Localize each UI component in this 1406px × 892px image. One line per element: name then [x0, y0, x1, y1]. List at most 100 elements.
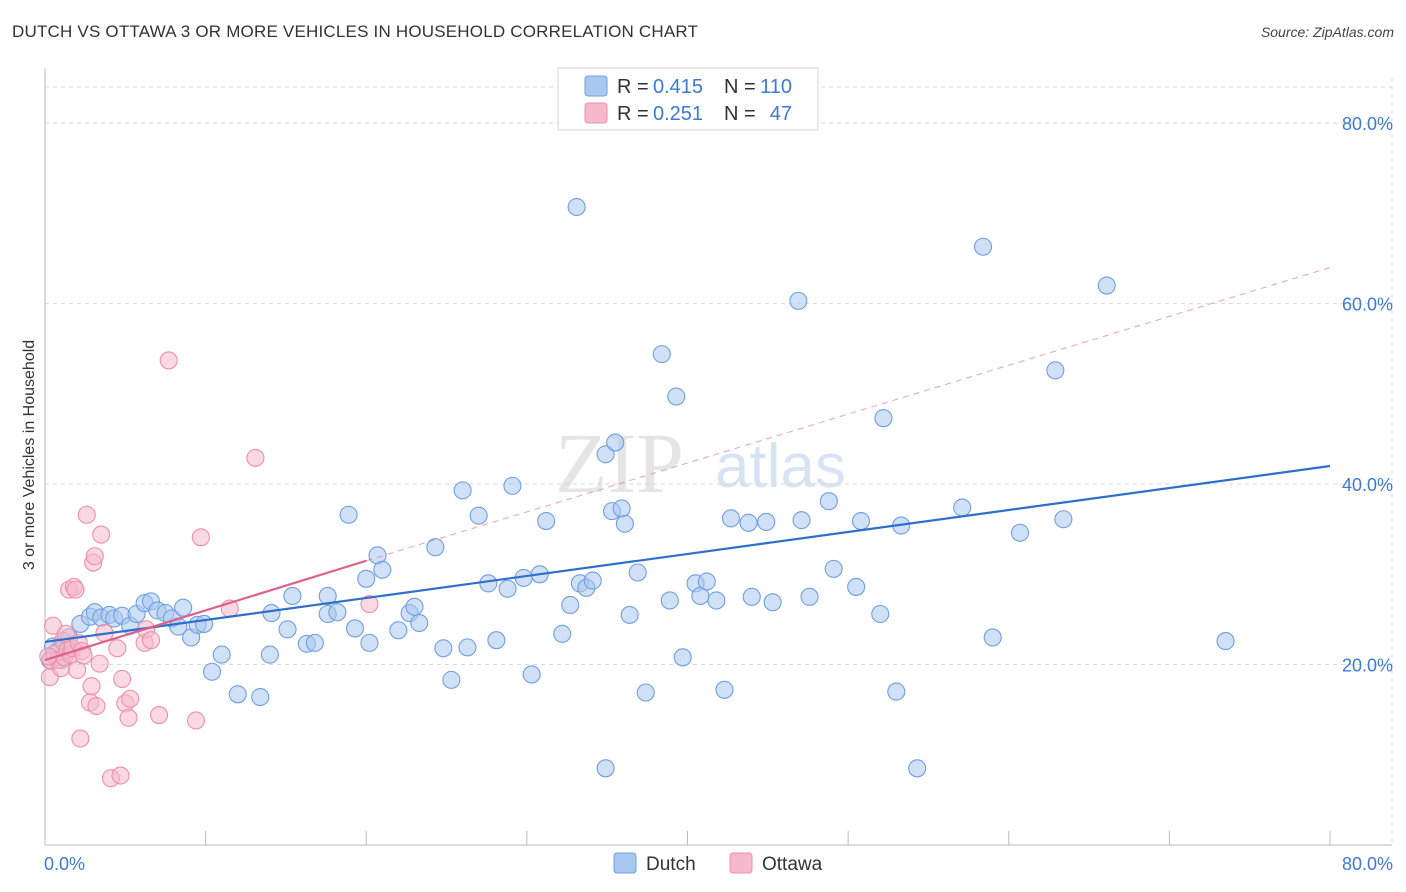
data-point-dutch: [283, 586, 302, 606]
data-point-dutch: [887, 682, 906, 701]
data-point-ottawa: [71, 729, 90, 748]
data-point-dutch: [824, 559, 843, 578]
legend-r-label-ottawa: R =: [617, 103, 649, 125]
data-point-dutch: [612, 499, 631, 518]
data-point-dutch: [228, 685, 247, 704]
data-point-dutch: [410, 613, 429, 633]
data-point-dutch: [851, 512, 871, 531]
data-point-dutch: [636, 683, 655, 702]
trend-lines: [44, 267, 1331, 662]
data-point-ottawa: [186, 711, 206, 730]
data-point-dutch: [426, 538, 445, 557]
data-point-dutch: [434, 639, 453, 658]
watermark-zip: ZIP: [555, 415, 684, 511]
data-point-dutch: [819, 492, 838, 511]
chart-title: DUTCH VS OTTAWA 3 OR MORE VEHICLES IN HO…: [12, 22, 699, 41]
data-point-ottawa: [360, 595, 379, 614]
data-point-ottawa: [87, 696, 106, 716]
data-point-dutch: [561, 595, 580, 615]
data-point-dutch: [973, 237, 993, 256]
data-point-ottawa: [92, 525, 111, 544]
legend-n-label-ottawa: N =: [724, 103, 756, 125]
data-point-dutch: [953, 498, 972, 517]
data-point-ottawa: [111, 766, 130, 785]
y-tick-label: 60.0%: [1342, 295, 1393, 315]
data-point-ottawa: [66, 580, 85, 599]
data-point-dutch: [800, 587, 819, 606]
data-point-dutch: [212, 645, 231, 664]
data-point-ottawa: [191, 528, 210, 547]
data-point-dutch: [628, 563, 647, 582]
legend-swatch-ottawa: [584, 102, 608, 124]
bottom-legend-swatch-ottawa: [729, 852, 753, 874]
legend-swatch-dutch: [584, 75, 608, 97]
data-point-dutch: [792, 511, 811, 530]
data-point-dutch: [606, 433, 625, 452]
data-point-dutch: [318, 586, 337, 606]
x-tick-label: 80.0%: [1342, 854, 1393, 874]
data-point-dutch: [1054, 510, 1073, 529]
bottom-legend-ottawa: Ottawa: [762, 854, 823, 875]
data-point-dutch: [458, 638, 477, 657]
data-point-dutch: [203, 662, 222, 681]
y-tick-label: 40.0%: [1342, 475, 1393, 495]
data-point-dutch: [522, 665, 541, 684]
legend-n-label-dutch: N =: [724, 76, 756, 98]
data-point-dutch: [673, 648, 692, 667]
tick-labels: 20.0% 40.0% 60.0% 80.0% 0.0% 80.0%: [44, 114, 1393, 874]
trend-line-ottawa: [44, 559, 367, 662]
y-tick-label: 80.0%: [1342, 114, 1393, 134]
data-point-dutch: [615, 514, 634, 533]
bottom-legend-swatch-dutch: [613, 852, 637, 874]
data-point-dutch: [174, 598, 193, 617]
data-point-dutch: [697, 572, 716, 591]
data-point-dutch: [537, 512, 556, 531]
data-point-dutch: [620, 605, 639, 624]
data-point-dutch: [667, 387, 686, 406]
data-point-dutch: [871, 604, 890, 624]
data-point-ottawa: [246, 448, 265, 467]
y-axis-label: 3 or more Vehicles in Household: [21, 340, 38, 570]
x-tick-label: 0.0%: [44, 854, 85, 874]
legend-r-label-dutch: R =: [617, 76, 649, 98]
y-tick-label: 20.0%: [1342, 656, 1393, 676]
data-point-dutch: [583, 571, 602, 590]
watermark: ZIP atlas: [555, 415, 846, 511]
legend-r-value-ottawa: 0.251: [653, 103, 703, 125]
legend-r-value-dutch: 0.415: [653, 76, 703, 98]
data-point-dutch: [596, 759, 615, 778]
data-point-ottawa: [85, 547, 104, 566]
data-point-dutch: [260, 645, 279, 664]
bottom-legend: Dutch Ottawa: [613, 852, 823, 875]
data-point-dutch: [874, 409, 893, 428]
watermark-atlas: atlas: [715, 432, 846, 501]
trend-line-ottawa-extended: [366, 267, 1331, 562]
data-point-ottawa: [141, 631, 161, 650]
legend-n-value-dutch: 110: [760, 76, 792, 98]
data-point-dutch: [373, 560, 392, 579]
legend-n-value-ottawa: 47: [770, 103, 792, 125]
data-point-dutch: [357, 569, 376, 588]
data-point-ottawa: [159, 351, 178, 370]
data-point-dutch: [763, 593, 782, 612]
data-point-dutch: [479, 574, 498, 593]
data-point-dutch: [1046, 361, 1065, 380]
bottom-legend-dutch: Dutch: [646, 854, 696, 875]
data-point-ottawa: [43, 616, 63, 635]
data-point-dutch: [278, 620, 297, 639]
data-point-dutch: [652, 345, 671, 364]
data-point-dutch: [498, 579, 517, 598]
data-point-dutch: [469, 506, 488, 525]
data-point-dutch: [567, 197, 586, 217]
data-point-ottawa: [121, 689, 140, 708]
data-point-dutch: [442, 670, 461, 689]
data-point-dutch: [405, 597, 424, 616]
data-point-ottawa: [119, 708, 138, 727]
data-point-ottawa: [108, 639, 127, 658]
data-point-ottawa: [113, 669, 132, 689]
data-point-dutch: [345, 619, 365, 638]
data-point-dutch: [553, 624, 572, 643]
data-point-dutch: [660, 591, 679, 610]
data-point-dutch: [251, 687, 270, 707]
data-point-dutch: [305, 633, 324, 652]
